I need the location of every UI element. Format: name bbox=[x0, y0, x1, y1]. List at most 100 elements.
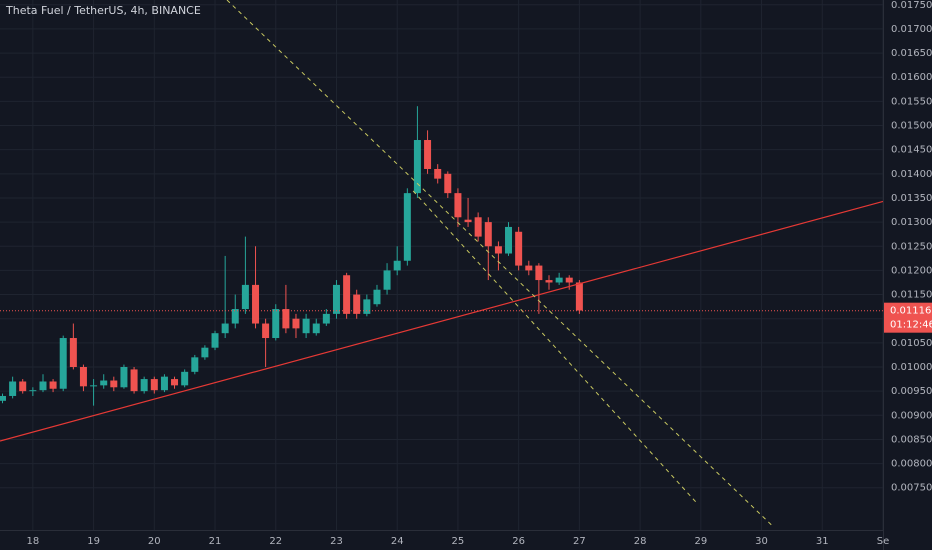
candle-body bbox=[434, 168, 442, 179]
candle-body bbox=[130, 369, 138, 392]
candle-body bbox=[464, 219, 472, 223]
candle-body bbox=[201, 347, 209, 358]
trend-line bbox=[412, 190, 698, 504]
candle-body bbox=[39, 381, 47, 391]
x-tick-label: Se bbox=[877, 536, 890, 547]
candle-body bbox=[545, 280, 553, 283]
x-tick-label: 18 bbox=[26, 536, 39, 547]
candle-body bbox=[191, 357, 199, 372]
candle-body bbox=[79, 367, 87, 387]
chart-title: Theta Fuel / TetherUS, 4h, BINANCE bbox=[5, 4, 201, 17]
candle-body bbox=[9, 381, 17, 396]
x-tick-label: 30 bbox=[755, 536, 768, 547]
candle-body bbox=[413, 140, 421, 194]
candle-body bbox=[383, 270, 391, 290]
x-tick-label: 21 bbox=[209, 536, 222, 547]
candle-body bbox=[69, 338, 77, 368]
x-tick-label: 27 bbox=[573, 536, 586, 547]
candle-body bbox=[292, 318, 300, 329]
candle-body bbox=[353, 294, 361, 314]
candle-body bbox=[171, 379, 179, 386]
x-tick-label: 31 bbox=[816, 536, 829, 547]
candle-body bbox=[29, 390, 37, 392]
candle-body bbox=[565, 277, 573, 283]
candle-body bbox=[90, 385, 98, 387]
last-price-label: 0.011166 bbox=[890, 306, 932, 317]
candle-body bbox=[302, 318, 310, 334]
candle-body bbox=[525, 265, 533, 271]
candle-body bbox=[0, 395, 6, 401]
candle-body bbox=[110, 380, 118, 388]
candle-body bbox=[100, 380, 108, 386]
candle-body bbox=[454, 193, 462, 218]
candle-body bbox=[241, 284, 249, 310]
x-tick-label: 25 bbox=[452, 536, 465, 547]
candle-body bbox=[474, 217, 482, 237]
candle-body bbox=[322, 313, 330, 324]
candle-body bbox=[140, 379, 148, 392]
last-price-box bbox=[884, 302, 932, 333]
candle-body bbox=[181, 371, 189, 386]
candle-body bbox=[282, 309, 290, 329]
candle-body bbox=[373, 289, 381, 305]
x-tick-label: 29 bbox=[694, 536, 707, 547]
candle-body bbox=[575, 282, 583, 311]
candle-body bbox=[494, 246, 502, 254]
candle-body bbox=[262, 323, 270, 339]
x-tick-label: 20 bbox=[148, 536, 161, 547]
candle-body bbox=[160, 376, 168, 391]
candle-body bbox=[49, 381, 57, 389]
candle-body bbox=[343, 275, 351, 314]
candle-body bbox=[211, 333, 219, 348]
candle-body bbox=[444, 173, 452, 194]
candle-body bbox=[19, 381, 27, 392]
candle-body bbox=[424, 140, 432, 169]
x-tick-label: 28 bbox=[634, 536, 647, 547]
candle-body bbox=[59, 338, 67, 389]
plot-area bbox=[0, 0, 884, 530]
candle-body bbox=[332, 284, 340, 314]
candle-body bbox=[312, 323, 320, 334]
candle-body bbox=[231, 309, 239, 324]
candle-body bbox=[363, 299, 371, 314]
x-tick-label: 23 bbox=[330, 536, 343, 547]
x-tick-label: 22 bbox=[269, 536, 282, 547]
candle-body bbox=[505, 226, 513, 254]
candle-body bbox=[252, 284, 260, 324]
candle-body bbox=[272, 309, 280, 339]
candle-body bbox=[535, 265, 543, 281]
candle-body bbox=[555, 277, 563, 283]
trend-line bbox=[0, 200, 884, 442]
candle-body bbox=[403, 193, 411, 261]
candle-body bbox=[393, 260, 401, 271]
candle-body bbox=[150, 379, 158, 391]
trend-line bbox=[226, 0, 772, 526]
candle-body bbox=[221, 323, 229, 334]
x-tick-label: 19 bbox=[87, 536, 100, 547]
candle-body bbox=[484, 222, 492, 247]
candle-body bbox=[120, 367, 128, 388]
x-tick-label: 24 bbox=[391, 536, 404, 547]
x-tick-label: 26 bbox=[512, 536, 525, 547]
